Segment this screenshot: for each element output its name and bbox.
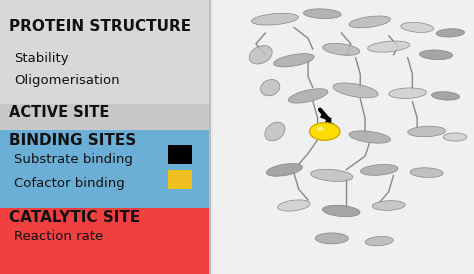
Ellipse shape — [323, 43, 360, 55]
FancyBboxPatch shape — [168, 170, 192, 189]
Ellipse shape — [349, 131, 391, 143]
FancyBboxPatch shape — [213, 0, 474, 274]
Ellipse shape — [278, 200, 310, 211]
Ellipse shape — [265, 122, 285, 141]
Ellipse shape — [249, 45, 272, 64]
Text: Substrate binding: Substrate binding — [14, 153, 133, 166]
Ellipse shape — [333, 83, 378, 98]
Ellipse shape — [389, 88, 427, 98]
FancyBboxPatch shape — [0, 0, 209, 104]
Ellipse shape — [443, 133, 467, 141]
Ellipse shape — [401, 22, 434, 32]
Ellipse shape — [372, 201, 405, 210]
Ellipse shape — [261, 79, 280, 96]
Ellipse shape — [288, 89, 328, 103]
FancyBboxPatch shape — [168, 145, 192, 164]
Text: Reaction rate: Reaction rate — [14, 230, 103, 243]
Ellipse shape — [360, 164, 398, 175]
Ellipse shape — [303, 9, 341, 19]
Text: PROTEIN STRUCTURE: PROTEIN STRUCTURE — [9, 19, 191, 34]
Ellipse shape — [322, 205, 360, 217]
Ellipse shape — [266, 164, 302, 176]
Ellipse shape — [431, 92, 460, 100]
Ellipse shape — [408, 126, 446, 137]
Circle shape — [316, 127, 324, 131]
Text: ACTIVE SITE: ACTIVE SITE — [9, 105, 110, 121]
Text: Stability: Stability — [14, 52, 69, 65]
FancyBboxPatch shape — [0, 208, 209, 274]
Ellipse shape — [419, 50, 453, 60]
Text: Cofactor binding: Cofactor binding — [14, 177, 125, 190]
Ellipse shape — [365, 236, 393, 246]
FancyBboxPatch shape — [209, 0, 211, 274]
Text: BINDING SITES: BINDING SITES — [9, 133, 137, 148]
Ellipse shape — [311, 169, 353, 181]
Text: Oligomerisation: Oligomerisation — [14, 74, 120, 87]
FancyBboxPatch shape — [0, 130, 209, 208]
Ellipse shape — [349, 16, 391, 28]
FancyBboxPatch shape — [0, 104, 209, 130]
Ellipse shape — [315, 233, 348, 244]
Ellipse shape — [252, 13, 298, 25]
Ellipse shape — [273, 54, 314, 67]
Ellipse shape — [436, 29, 465, 37]
Ellipse shape — [368, 41, 410, 52]
Text: CATALYTIC SITE: CATALYTIC SITE — [9, 210, 141, 225]
Ellipse shape — [410, 168, 443, 178]
Circle shape — [310, 123, 340, 140]
